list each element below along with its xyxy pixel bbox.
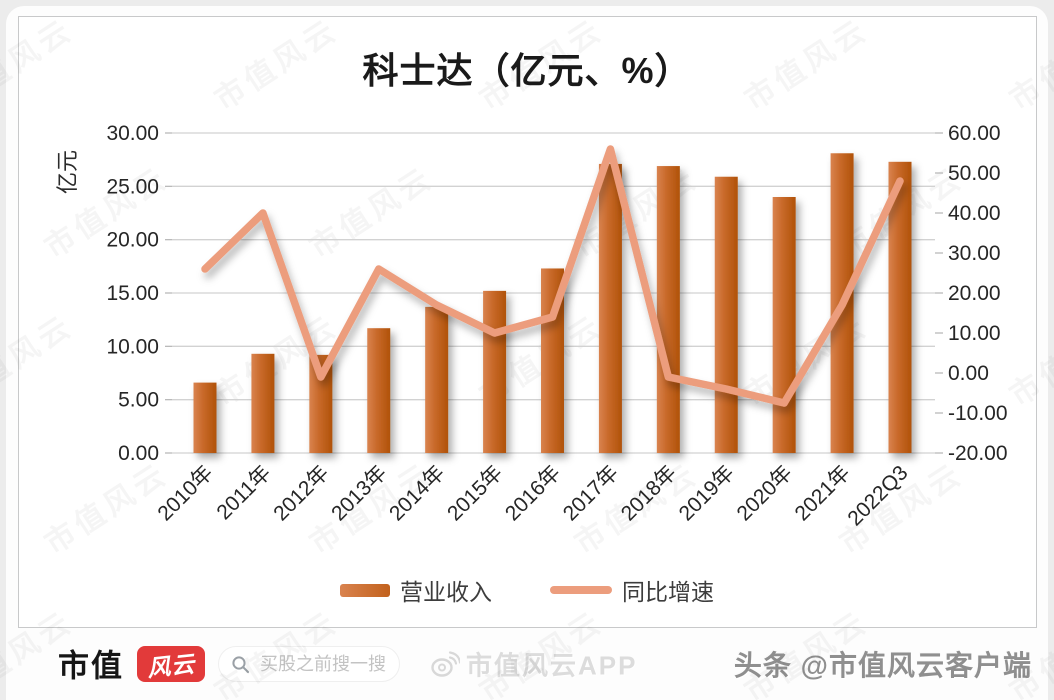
bar-2011年 — [251, 353, 275, 453]
right-axis-tick-label: 60.00 — [948, 122, 1001, 145]
legend-item-growth: 同比增速 — [550, 573, 714, 607]
search-input[interactable] — [258, 652, 402, 676]
legend-line-swatch — [550, 586, 612, 594]
left-axis-tick-label: 25.00 — [106, 175, 159, 198]
x-axis-label: 2016年 — [501, 461, 565, 525]
x-axis-label: 2014年 — [385, 461, 449, 525]
weibo-icon — [431, 650, 460, 677]
left-axis-tick-label: 5.00 — [118, 389, 159, 412]
x-axis-label: 2012年 — [269, 461, 333, 525]
left-axis-tick-label: 10.00 — [106, 335, 159, 358]
search-box[interactable] — [218, 646, 402, 682]
x-axis-label: 2022Q3 — [843, 461, 912, 530]
left-axis-tick-label: 30.00 — [106, 122, 159, 145]
left-axis-tick-label: 0.00 — [118, 442, 159, 465]
app-watermark-text: 市值风云APP — [466, 650, 638, 681]
right-axis-tick-label: -20.00 — [948, 442, 1008, 465]
bar-2014年 — [425, 306, 449, 453]
right-axis-tick-label: 50.00 — [948, 162, 1001, 185]
x-axis-label: 2020年 — [733, 461, 797, 525]
growth-line — [201, 145, 904, 407]
left-axis-title: 亿元 — [55, 149, 81, 195]
x-axis-label: 2015年 — [443, 461, 507, 525]
right-axis-tick-label: 20.00 — [948, 282, 1001, 305]
x-axis-label: 2019年 — [675, 461, 739, 525]
app-watermark: 市值风云APP — [430, 646, 637, 683]
bar-2016年 — [541, 268, 565, 453]
brand-logo-badge: 风云 — [137, 646, 205, 682]
x-axis-label: 2017年 — [559, 461, 623, 525]
legend-label-growth: 同比增速 — [622, 579, 714, 605]
x-axis-label: 2018年 — [617, 461, 681, 525]
growth-line-path — [201, 145, 904, 407]
x-axis-label: 2013年 — [327, 461, 391, 525]
chart-legend: 营业收入 同比增速 — [0, 573, 1054, 607]
right-axis-tick-label: 0.00 — [948, 362, 989, 385]
search-icon — [232, 655, 249, 673]
bar-2017年 — [598, 163, 622, 453]
left-axis-tick-label: 15.00 — [106, 282, 159, 305]
left-axis-tick-label: 20.00 — [106, 229, 159, 252]
right-axis-tick-label: 10.00 — [948, 322, 1001, 345]
right-axis-tick-label: 40.00 — [948, 202, 1001, 225]
right-axis-tick-label: -10.00 — [948, 402, 1008, 425]
brand-logo-text: 市值 — [58, 648, 124, 684]
bar-2010年 — [193, 382, 217, 453]
x-axis-label: 2010年 — [153, 461, 217, 525]
legend-item-revenue: 营业收入 — [340, 573, 492, 607]
byline-text: 头条 @市值风云客户端 — [733, 650, 1032, 681]
bar-2018年 — [656, 166, 680, 454]
bar-2013年 — [367, 328, 391, 453]
bar-2015年 — [483, 290, 507, 453]
bar-2020年 — [772, 197, 796, 453]
chart-title: 科士达（亿元、%） — [362, 50, 692, 91]
bar-2019年 — [714, 176, 738, 453]
legend-bar-swatch — [340, 583, 390, 597]
right-axis-tick-label: 30.00 — [948, 242, 1001, 265]
bar-2012年 — [309, 354, 333, 453]
legend-label-revenue: 营业收入 — [400, 579, 492, 605]
footer-bar: 市值 风云 市值风云APP 头条 @市值风云客户端 — [6, 628, 1048, 700]
bar-2022Q3 — [888, 161, 912, 454]
revenue-bars — [193, 153, 912, 454]
x-axis-label: 2011年 — [212, 461, 275, 524]
